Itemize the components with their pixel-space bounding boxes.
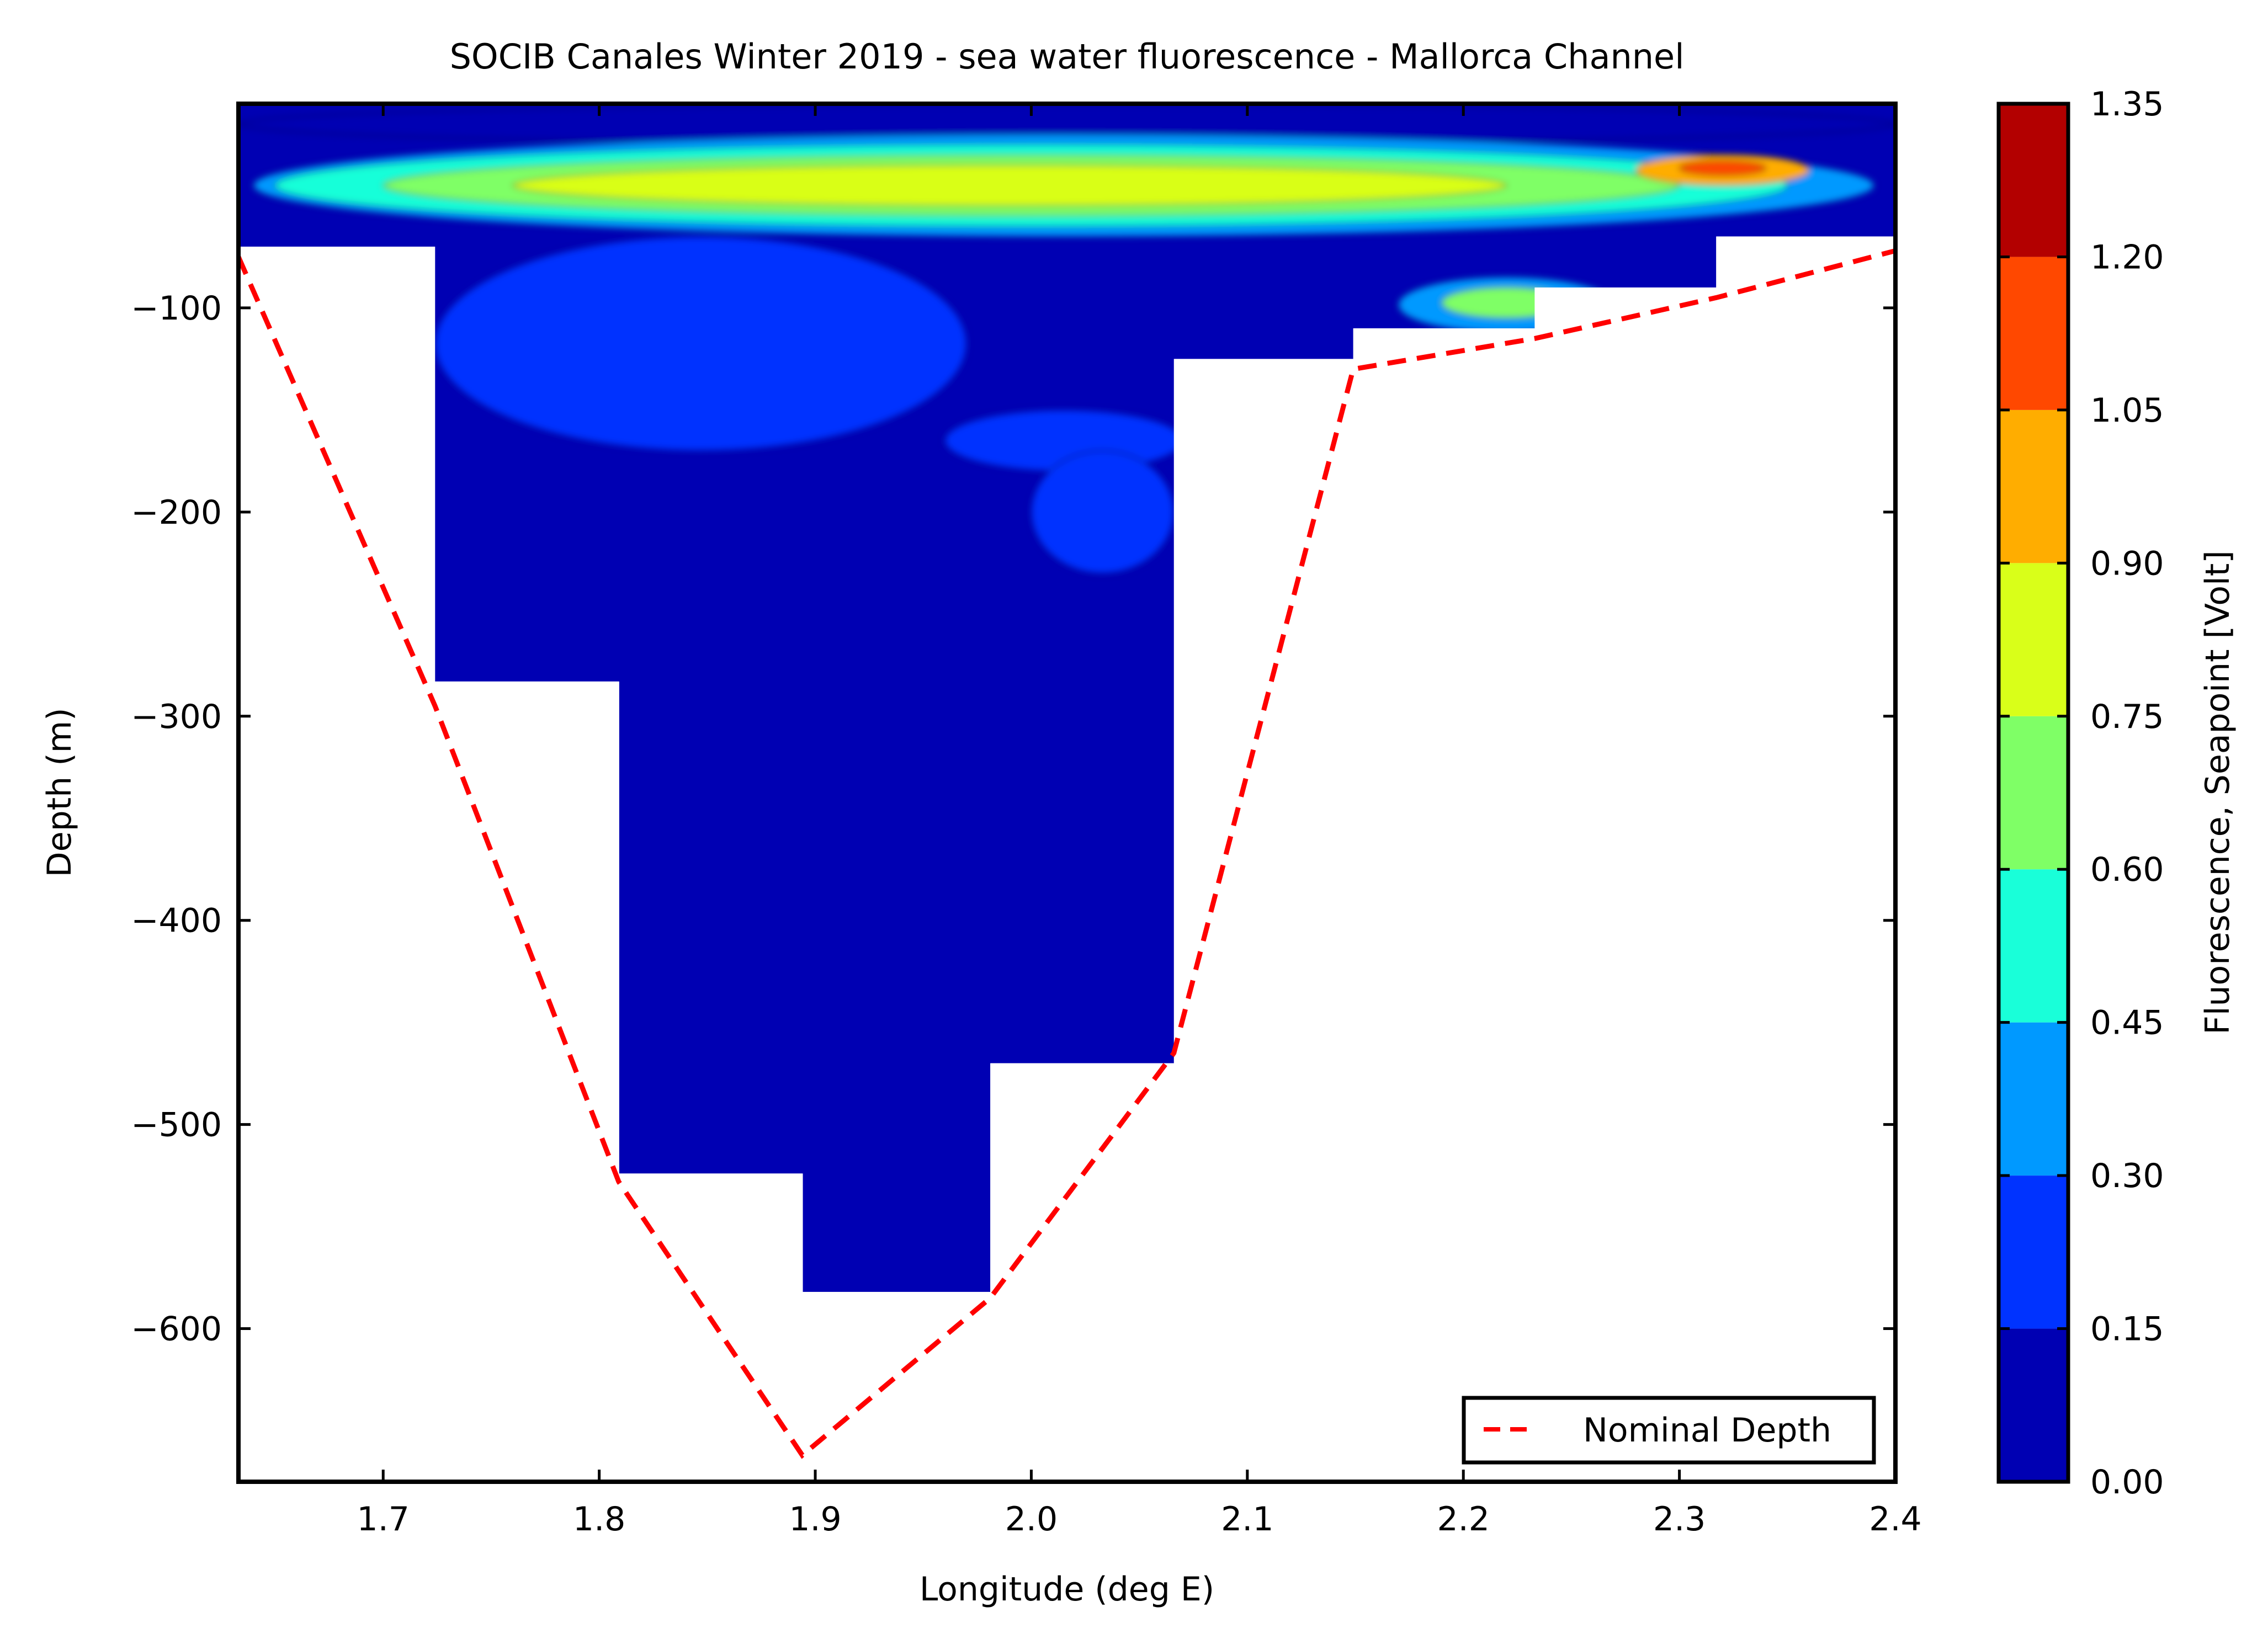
colorbar-band [1999, 1022, 2068, 1176]
series-layer [238, 248, 1895, 1459]
colorbar-frame [1996, 102, 2070, 1484]
contour-feature-4 [512, 164, 1507, 207]
colorbar-band [1999, 869, 2068, 1023]
data-column-4 [990, 104, 1175, 1063]
colorbar-ticks: 0.00 0.15 0.30 0.45 0.60 0.75 0.90 1.05 1.20 1.35 [1999, 85, 2164, 1502]
legend-box [1462, 1396, 1876, 1465]
colorbar-tick-label: 1.05 [2090, 391, 2164, 430]
colorbar-tick-label: 0.90 [2090, 544, 2164, 583]
y-tick-label: −400 [131, 902, 222, 940]
y-tick-label: −100 [131, 289, 222, 328]
colorbar-band [1999, 716, 2068, 870]
seafloor-mask-7 [1534, 287, 1717, 1482]
colorbar-tick-label: 0.75 [2090, 698, 2164, 736]
y-tick-label: −500 [131, 1106, 222, 1145]
colorbar-bands [1999, 104, 2068, 1482]
seafloor-mask-8 [1716, 236, 1895, 1482]
colorbar-tick-label: 0.30 [2090, 1157, 2164, 1195]
contour-feature-14 [434, 235, 968, 452]
legend-label-nominal-depth: Nominal Depth [1583, 1411, 1831, 1450]
x-tick-label: 2.1 [1221, 1500, 1273, 1539]
seafloor-mask-0 [238, 246, 435, 1482]
colorbar-tick-label: 0.15 [2090, 1310, 2164, 1349]
legend: Nominal Depth [1462, 1396, 1876, 1465]
x-tick-label: 2.0 [1005, 1500, 1058, 1539]
colorbar-tick-label: 0.00 [2090, 1463, 2164, 1502]
colorbar-tick-label: 1.20 [2090, 238, 2164, 276]
x-tick-label: 2.3 [1653, 1500, 1706, 1539]
colorbar-tick-label: 1.35 [2090, 85, 2164, 124]
colorbar-band [1999, 409, 2068, 563]
colorbar-band [1999, 1175, 2068, 1329]
seafloor-mask-5 [1173, 359, 1354, 1482]
colorbar-label: Fluorescence, Seapoint [Volt] [2198, 550, 2237, 1034]
colorbar: 0.00 0.15 0.30 0.45 0.60 0.75 0.90 1.05 1.20 1.35… [1996, 85, 2237, 1502]
x-tick-label: 1.8 [573, 1500, 625, 1539]
colorbar-band [1999, 257, 2068, 410]
fluorescence-contours [238, 104, 1895, 574]
x-axis-ticks: 1.7 1.8 1.9 2.0 2.1 2.2 2.3 2.4 [357, 104, 1922, 1539]
series-line-nominal-depth [238, 248, 1895, 1459]
y-tick-label: −600 [131, 1310, 222, 1349]
y-axis-label: Depth (m) [40, 707, 79, 877]
plot-frame [236, 102, 1898, 1484]
plot-area [238, 104, 1895, 1482]
y-axis-ticks: −100 −200 −300 −400 −500 −600 [131, 289, 1895, 1349]
seafloor-mask-4 [990, 1063, 1175, 1482]
colorbar-tick-label: 0.60 [2090, 850, 2164, 889]
seafloor-mask-6 [1353, 328, 1536, 1482]
colorbar-band [1999, 104, 2068, 257]
x-axis-label: Longitude (deg E) [920, 1570, 1214, 1609]
x-tick-label: 2.2 [1437, 1500, 1489, 1539]
colorbar-band [1999, 563, 2068, 716]
colorbar-band [1999, 1328, 2068, 1482]
y-tick-label: −200 [131, 493, 222, 532]
chart-title: SOCIB Canales Winter 2019 - sea water fl… [450, 36, 1685, 77]
x-tick-label: 1.7 [357, 1500, 410, 1539]
colorbar-tick-label: 0.45 [2090, 1004, 2164, 1042]
x-tick-label: 1.9 [789, 1500, 841, 1539]
seafloor-mask-3 [802, 1291, 991, 1482]
x-tick-label: 2.4 [1869, 1500, 1921, 1539]
contour-feature-15 [1030, 450, 1175, 574]
seafloor-mask-1 [435, 681, 619, 1482]
y-tick-label: −300 [131, 698, 222, 736]
contour-feature-6 [1679, 160, 1767, 176]
